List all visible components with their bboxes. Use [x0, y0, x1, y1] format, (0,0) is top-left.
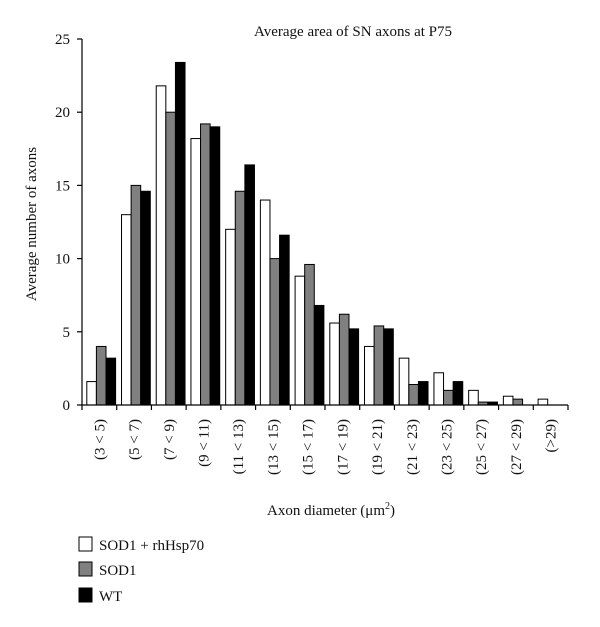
- bar-sod1-rhhsp70-3: [190, 138, 202, 406]
- legend-swatch: [78, 587, 93, 603]
- bar-sod1-rhhsp70-8: [364, 345, 375, 406]
- bar-sod1-rhhsp70-11: [468, 389, 479, 406]
- x-tick-label: (11 < 13): [231, 419, 247, 474]
- bar-sod1-4: [234, 190, 246, 406]
- bar-wt-4: [244, 164, 255, 406]
- y-tick-label: 0: [63, 398, 71, 414]
- x-tick-label: (17 < 19): [335, 419, 351, 475]
- bar-sod1-rhhsp70-12: [502, 395, 514, 406]
- bar-wt-2: [174, 61, 186, 406]
- x-tick-label: (19 < 21): [370, 419, 386, 475]
- x-tick-label: (23 < 25): [440, 419, 456, 475]
- x-tick-label: (>29): [544, 419, 560, 452]
- bars-group: [86, 61, 549, 406]
- y-tick-label: 15: [55, 178, 70, 194]
- bar-wt-0: [105, 357, 117, 406]
- bar-sod1-rhhsp70-13: [537, 398, 549, 406]
- x-tick-label: (27 < 29): [509, 419, 525, 475]
- bar-wt-7: [348, 328, 360, 406]
- x-tick-label: (25 < 27): [474, 419, 490, 475]
- bar-sod1-rhhsp70-10: [433, 372, 445, 406]
- legend: SOD1 + rhHsp70 SOD1 WT: [78, 536, 204, 605]
- bar-sod1-2: [165, 111, 176, 406]
- x-tick-label: (13 < 15): [266, 419, 282, 475]
- bar-sod1-7: [338, 313, 350, 406]
- bar-wt-6: [313, 304, 325, 406]
- legend-label: SOD1: [99, 563, 137, 579]
- y-tick-label: 5: [63, 325, 71, 341]
- y-axis: 0 5 10 15 20 25: [55, 32, 83, 414]
- bar-wt-10: [452, 381, 464, 406]
- x-tick-label: (7 < 9): [162, 419, 178, 460]
- bar-wt-8: [383, 328, 394, 406]
- y-tick-label: 10: [55, 252, 70, 268]
- x-tick-label: (21 < 23): [405, 419, 421, 475]
- bar-wt-9: [417, 381, 429, 406]
- legend-label: SOD1 + rhHsp70: [99, 538, 204, 554]
- x-axis: (3 < 5) (5 < 7) (7 < 9) (9 < 11) (11 < 13) (1…: [81, 404, 569, 475]
- bar-sod1-9: [408, 384, 419, 406]
- bar-wt-1: [140, 190, 151, 406]
- bar-sod1-12: [512, 398, 524, 406]
- bar-sod1-0: [95, 345, 107, 406]
- y-axis-label: Average number of axons: [24, 147, 40, 301]
- bar-sod1-rhhsp70-0: [86, 381, 97, 406]
- bar-sod1-rhhsp70-4: [225, 228, 236, 406]
- legend-swatch: [78, 536, 93, 552]
- x-tick-label: (5 < 7): [127, 419, 143, 460]
- bar-sod1-3: [200, 123, 211, 406]
- y-tick-label: 20: [55, 105, 70, 121]
- bar-sod1-8: [373, 325, 385, 406]
- x-tick-label: (3 < 5): [92, 419, 108, 460]
- bar-wt-5: [279, 234, 290, 406]
- bar-wt-3: [209, 126, 221, 406]
- legend-label: WT: [99, 589, 122, 605]
- bar-sod1-rhhsp70-6: [294, 275, 306, 406]
- x-axis-label: Axon diameter (μm2): [267, 501, 395, 519]
- bar-sod1-rhhsp70-5: [259, 199, 271, 406]
- y-tick-label: 25: [55, 32, 70, 48]
- bar-sod1-6: [304, 263, 315, 406]
- bar-sod1-rhhsp70-7: [329, 322, 340, 406]
- chart-title: Average area of SN axons at P75: [254, 24, 452, 40]
- bar-sod1-1: [130, 184, 142, 406]
- x-tick-label: (9 < 11): [197, 419, 213, 467]
- legend-swatch: [78, 561, 93, 577]
- bar-sod1-rhhsp70-1: [121, 214, 132, 406]
- bar-sod1-10: [443, 389, 454, 406]
- x-tick-label: (15 < 17): [301, 419, 317, 475]
- bar-sod1-rhhsp70-9: [398, 357, 410, 406]
- bar-sod1-5: [269, 258, 281, 406]
- bar-sod1-rhhsp70-2: [155, 85, 167, 406]
